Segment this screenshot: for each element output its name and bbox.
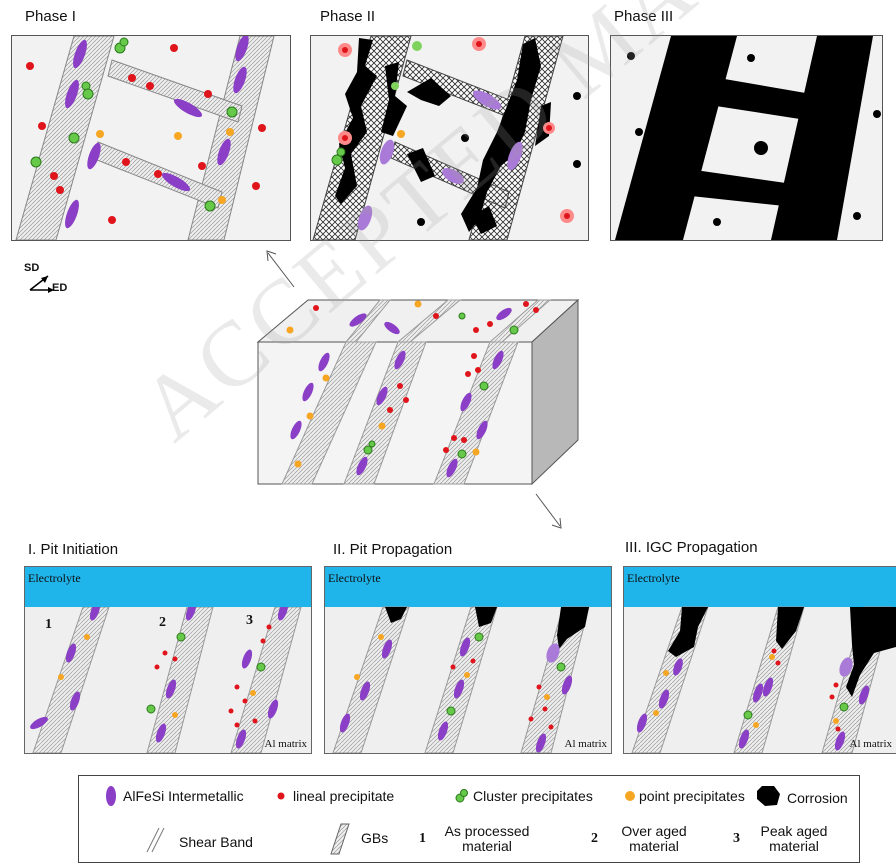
electrolyte-label: Electrolyte <box>28 571 81 585</box>
legend-point: point precipitates <box>639 788 745 804</box>
phase-3-title: Phase III <box>614 8 674 25</box>
section-2-illustration <box>332 606 590 753</box>
phase-2-title: Phase II <box>320 8 376 25</box>
electrolyte-layer: Electrolyte <box>325 567 611 607</box>
phase-1-title: Phase I <box>25 8 76 25</box>
electrolyte-layer: Electrolyte <box>624 567 896 607</box>
legend-shear-band: Shear Band <box>179 834 253 850</box>
al-matrix-label: Al matrix <box>264 738 307 750</box>
phase-1-illustration <box>15 36 275 240</box>
legend-item-2-label: Over aged material <box>621 823 687 854</box>
sample-3-number: 3 <box>246 613 253 628</box>
section-3-panel: Electrolyte Al matrix <box>623 566 896 754</box>
legend-item-2-number: 2 <box>591 831 598 846</box>
section-1-title: I. Pit Initiation <box>28 541 119 558</box>
phase-3-illustration <box>615 36 881 240</box>
corrosion-icon <box>757 786 780 806</box>
legend-cluster: Cluster precipitates <box>473 788 593 804</box>
legend-corrosion: Corrosion <box>787 790 848 806</box>
ed-label: ED <box>52 282 68 294</box>
section-2-panel: Electrolyte Al matrix <box>324 566 612 754</box>
gbs-icon <box>330 823 350 855</box>
phase-1-panel <box>11 35 291 241</box>
section-3-title: III. IGC Propagation <box>625 539 758 556</box>
legend-item-1-label: As processed material <box>444 823 530 854</box>
sd-label: SD <box>24 262 40 274</box>
sample-2-number: 2 <box>159 615 166 630</box>
phase-3-panel <box>610 35 883 241</box>
legend-lineal: lineal precipitate <box>293 788 395 804</box>
al-matrix-label: Al matrix <box>849 738 892 750</box>
section-1-panel: Electrolyte 1 2 3 Al matrix <box>24 566 312 754</box>
section-1-illustration <box>30 607 302 753</box>
section-2-title: II. Pit Propagation <box>333 541 453 558</box>
arrow-to-sections-icon <box>535 493 562 529</box>
legend-item-3-number: 3 <box>733 831 740 846</box>
material-block-3d <box>256 298 580 486</box>
legend-item-3-label: Peak aged material <box>760 823 828 854</box>
lineal-precipitate-icon <box>277 792 285 800</box>
alfesi-icon <box>106 786 116 806</box>
al-matrix-label: Al matrix <box>564 738 607 750</box>
legend-alfesi: AlFeSi Intermetallic <box>123 788 244 804</box>
electrolyte-label: Electrolyte <box>627 571 680 585</box>
point-precipitate-icon <box>625 791 635 801</box>
cluster-precipitate-icon <box>455 789 468 803</box>
section-3-illustration <box>631 606 896 753</box>
electrolyte-label: Electrolyte <box>328 571 381 585</box>
legend-gbs: GBs <box>361 830 389 846</box>
electrolyte-layer: Electrolyte <box>25 567 311 607</box>
sample-1-number: 1 <box>45 617 52 632</box>
shear-band-icon <box>146 827 165 853</box>
phase-2-panel <box>310 35 589 241</box>
phase-2-illustration <box>312 36 581 240</box>
legend-box: AlFeSi Intermetallic lineal precipitate … <box>78 775 860 863</box>
orientation-arrows-icon <box>29 275 54 293</box>
legend-item-1-number: 1 <box>419 831 426 846</box>
arrow-to-phase-1-icon <box>266 250 295 288</box>
